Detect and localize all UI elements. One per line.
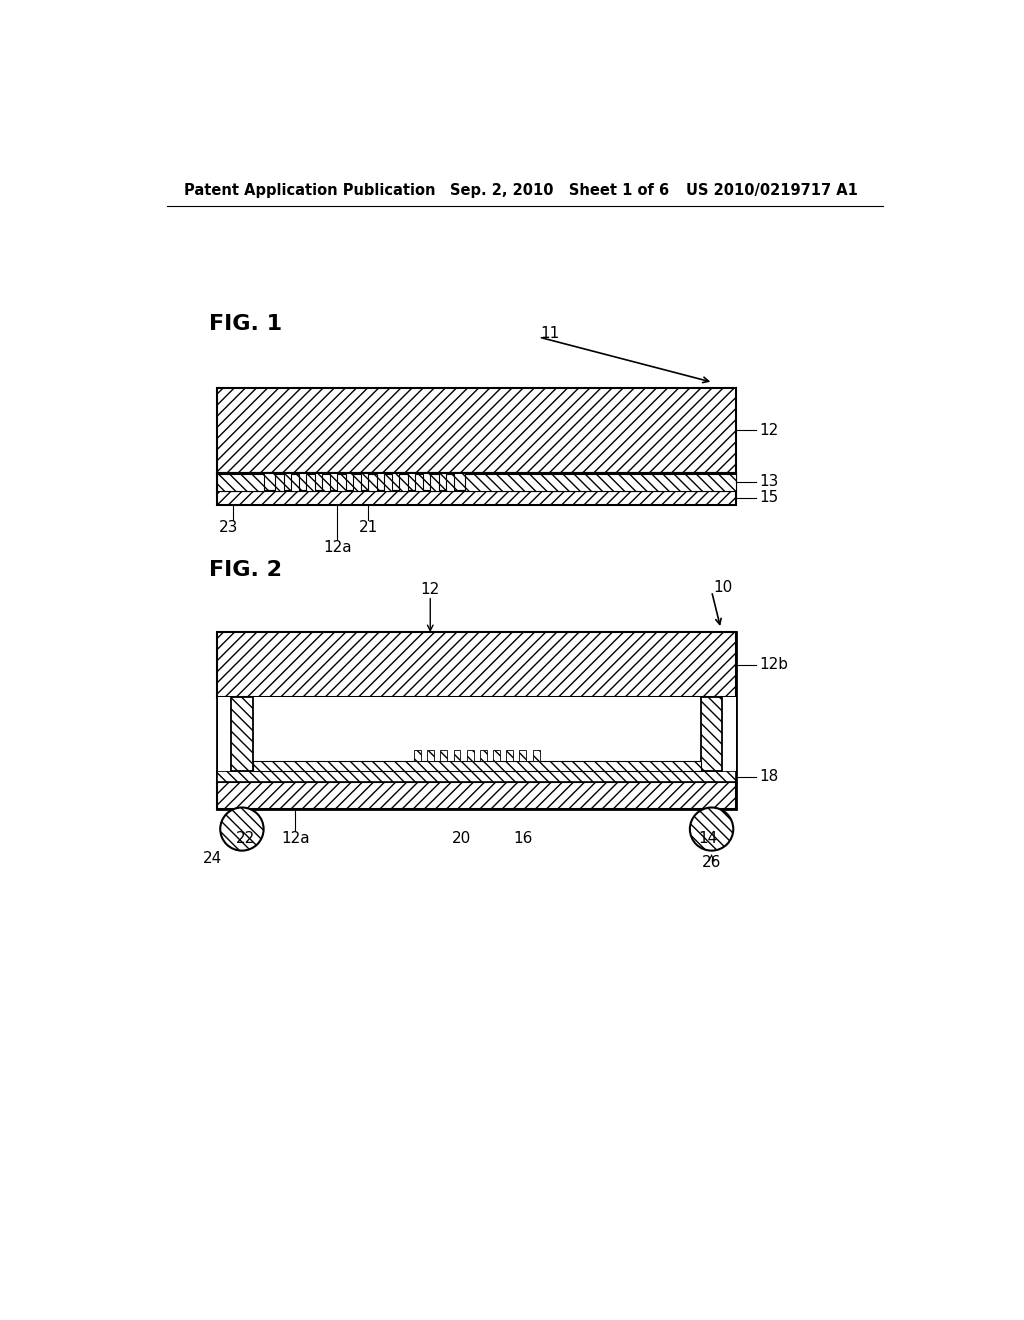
Bar bbox=[480, 750, 486, 760]
Text: 12b: 12b bbox=[759, 657, 787, 672]
Bar bbox=[217, 771, 736, 781]
Bar bbox=[430, 474, 438, 491]
Text: 22: 22 bbox=[237, 830, 255, 846]
Text: 13: 13 bbox=[759, 474, 778, 490]
Text: 26: 26 bbox=[701, 854, 721, 870]
Circle shape bbox=[690, 808, 733, 850]
Bar bbox=[217, 491, 736, 506]
Text: Sep. 2, 2010   Sheet 1 of 6: Sep. 2, 2010 Sheet 1 of 6 bbox=[450, 183, 669, 198]
Bar bbox=[700, 697, 722, 771]
Bar bbox=[445, 474, 455, 491]
Bar bbox=[217, 474, 263, 491]
Bar bbox=[217, 388, 736, 473]
Bar bbox=[493, 750, 500, 760]
Bar bbox=[519, 750, 526, 760]
Bar bbox=[352, 474, 361, 491]
Text: 11: 11 bbox=[541, 326, 559, 341]
Text: 21: 21 bbox=[358, 520, 378, 536]
Text: Patent Application Publication: Patent Application Publication bbox=[183, 183, 435, 198]
Text: 14: 14 bbox=[698, 830, 718, 846]
Text: 18: 18 bbox=[759, 770, 778, 784]
Bar bbox=[217, 632, 736, 697]
Text: 15: 15 bbox=[759, 491, 778, 506]
Bar bbox=[253, 760, 700, 771]
Bar bbox=[399, 474, 408, 491]
Bar bbox=[465, 474, 736, 491]
Bar bbox=[217, 473, 736, 491]
Bar bbox=[414, 750, 421, 760]
Text: 10: 10 bbox=[713, 579, 732, 595]
Text: FIG. 1: FIG. 1 bbox=[209, 314, 283, 334]
Text: FIG. 2: FIG. 2 bbox=[209, 561, 283, 581]
Bar bbox=[218, 697, 735, 771]
Circle shape bbox=[220, 808, 263, 850]
Bar bbox=[415, 474, 423, 491]
Bar bbox=[217, 781, 736, 809]
Text: 24: 24 bbox=[203, 851, 222, 866]
Text: 12: 12 bbox=[421, 582, 440, 597]
Bar bbox=[275, 474, 284, 491]
Bar bbox=[506, 750, 513, 760]
Bar bbox=[467, 750, 474, 760]
Bar bbox=[427, 750, 434, 760]
Bar bbox=[231, 697, 253, 771]
Bar bbox=[322, 474, 331, 491]
Bar bbox=[384, 474, 392, 491]
Text: 23: 23 bbox=[219, 520, 239, 536]
Bar bbox=[306, 474, 314, 491]
Bar bbox=[217, 632, 736, 809]
Text: 16: 16 bbox=[514, 830, 532, 846]
Bar bbox=[532, 750, 540, 760]
Text: 20: 20 bbox=[452, 830, 471, 846]
Bar bbox=[440, 750, 447, 760]
Text: 12: 12 bbox=[759, 422, 778, 438]
Bar bbox=[454, 750, 461, 760]
Text: 12a: 12a bbox=[323, 540, 351, 554]
Bar bbox=[369, 474, 377, 491]
Text: US 2010/0219717 A1: US 2010/0219717 A1 bbox=[686, 183, 858, 198]
Text: 12a: 12a bbox=[281, 830, 309, 846]
Bar bbox=[337, 474, 346, 491]
Bar bbox=[291, 474, 299, 491]
